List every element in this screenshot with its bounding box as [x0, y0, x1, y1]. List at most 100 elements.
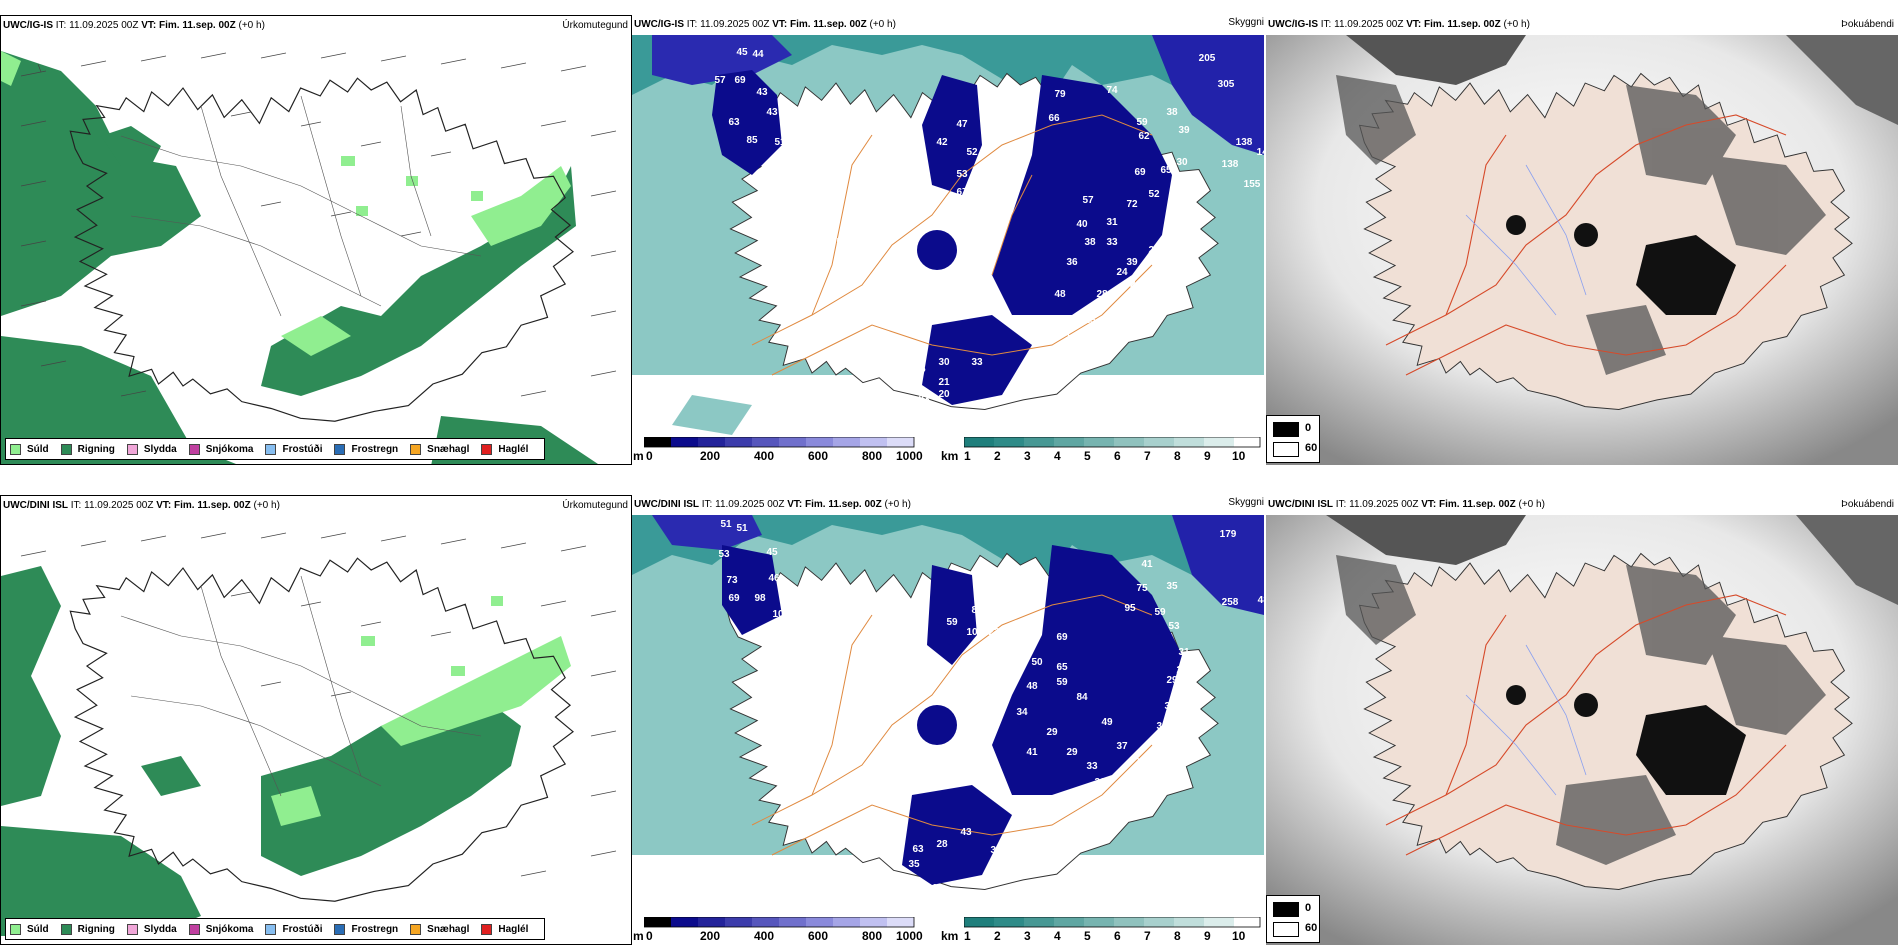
cloud-base-value: 34 [1016, 707, 1028, 718]
cloud-panel-row2: UWC/DINI ISL IT: 11.09.2025 00Z VT: Fim.… [632, 495, 1264, 945]
cloud-base-value: 29 [1166, 675, 1178, 686]
cloud-base-value: 179 [1220, 529, 1237, 540]
legend-swatch [126, 443, 138, 455]
panel-title: UWC/DINI ISL IT: 11.09.2025 00Z VT: Fim.… [634, 499, 911, 510]
legend-swatch [265, 443, 277, 455]
cloud-base-value: 69 [1134, 167, 1146, 178]
legend-item: Slydda [126, 443, 177, 455]
cloud-base-value: 57 [1082, 195, 1094, 206]
cloud-base-value: 32 [1124, 279, 1136, 290]
cloud-base-value: 48 [1054, 289, 1066, 300]
panel-variable-label: Skyggni [1228, 17, 1264, 28]
cloud-base-value: 75 [1136, 583, 1148, 594]
contours [120, 95, 482, 317]
cloud-base-value: 47 [956, 119, 968, 130]
cloud-map: 51 51 53 45 73 46 69 98 10 89 72 59 83 10 22 134 69 65 41 7… [632, 515, 1264, 935]
cloud-base-value: 33 [1086, 761, 1098, 772]
cloud-base-value: 51 [836, 237, 848, 248]
cloud-base-value: 72 [774, 643, 786, 654]
cloud-base-value: 35 [1166, 581, 1178, 592]
cloud-base-value: 44 [752, 49, 764, 60]
legend-item: Rigning [60, 923, 115, 935]
fog-dark-areas [1336, 555, 1826, 865]
wind-barbs [20, 52, 617, 397]
cloud-base-value: 50 [1031, 657, 1043, 668]
cloud-base-value: 31 [1106, 217, 1118, 228]
cloud-base-value: 62 [1138, 131, 1150, 142]
cloud-base-value: 95 [1124, 603, 1136, 614]
cloud-base-value: 30 [1164, 701, 1176, 712]
cloud-base-value: 26 [1134, 757, 1146, 768]
legend-swatch [410, 443, 422, 455]
fog-legend-swatch [1273, 902, 1299, 917]
drizzle-areas [271, 596, 571, 826]
cloud-base-value: 29 [1046, 727, 1058, 738]
legend-swatch [10, 443, 21, 455]
fog-legend-swatch [1273, 922, 1299, 937]
cloud-base-value: 73 [726, 575, 738, 586]
legend-item: Haglél [481, 443, 528, 455]
cloud-base-value: 21 [928, 893, 940, 904]
panel-title: UWC/IG-IS IT: 11.09.2025 00Z VT: Fim. 11… [1268, 19, 1530, 30]
wind-barbs [20, 532, 617, 877]
cloud-base-value: 40 [1076, 219, 1088, 230]
cloud-base-value: 33 [971, 357, 983, 368]
legend-item: Súld [10, 443, 49, 455]
cloud-base-value: 72 [1126, 199, 1138, 210]
roads [751, 114, 1153, 376]
panel-variable-label: Þokuábendi [1841, 499, 1894, 510]
cloud-base-value: 43 [960, 827, 972, 838]
cloud-base-value: 33 [1171, 239, 1183, 250]
cloud-base-value: 305 [1218, 79, 1235, 90]
cloud-base-value: 41 [1026, 747, 1038, 758]
cloud-base-value: 53 [718, 549, 730, 560]
cloud-base-value: 45 [736, 47, 748, 58]
cloud-base-value: 69 [728, 593, 740, 604]
cloud-base-value: 42 [936, 137, 948, 148]
legend-item: Haglél [481, 923, 528, 935]
cloud-base-value: 25 [1084, 315, 1096, 326]
cloud-base-value: 21 [938, 377, 950, 388]
fog-legend-swatch [1273, 442, 1299, 457]
legend-item: Súld [10, 923, 49, 935]
cloud-base-value: 59 [1136, 117, 1148, 128]
cloud-base-value: 69 [734, 75, 746, 86]
cloud-base-value: 59 [1154, 607, 1166, 618]
contours [120, 575, 482, 797]
fog-black-areas [1506, 215, 1736, 315]
legend-item: Frostúði [265, 923, 322, 935]
cloud-base-value: 53 [1168, 621, 1180, 632]
cloud-base-value: 33 [1106, 237, 1118, 248]
legend-item: Snjókoma [188, 923, 253, 935]
panel-variable-label: Úrkomutegund [562, 20, 628, 31]
fog-legend: 0 60 [1266, 415, 1320, 463]
precip-map [1, 51, 617, 464]
cloud-base-value: 89 [776, 627, 788, 638]
cloud-base-value: 21 [926, 883, 938, 894]
cloud-base-value: 27 [1148, 245, 1160, 256]
cloud-base-value: 19 [1066, 797, 1078, 808]
altitude-colorbar: m 0 200 400 600 800 1000 [632, 437, 938, 465]
legend-swatch [410, 923, 422, 935]
cloud-base-value: 34 [906, 895, 918, 906]
cloud-base-value: 34 [1156, 721, 1168, 732]
cloud-base-value: 138 [1236, 137, 1253, 148]
fog-panel-row2: UWC/DINI ISL IT: 11.09.2025 00Z VT: Fim.… [1266, 495, 1898, 945]
panel-title: UWC/IG-IS IT: 11.09.2025 00Z VT: Fim. 11… [634, 19, 896, 30]
cloud-base-value: 21 [1064, 333, 1076, 344]
legend-swatch [126, 923, 138, 935]
panel-title: UWC/DINI ISL IT: 11.09.2025 00Z VT: Fim.… [3, 500, 280, 511]
cloud-base-value: 69 [1056, 632, 1068, 643]
cloud-base-value: 30 [1176, 157, 1188, 168]
cloud-base-value: 205 [1199, 53, 1216, 64]
fog-roads [1385, 594, 1787, 856]
fog-map [1266, 515, 1898, 945]
legend-swatch [265, 923, 277, 935]
cloud-base-value: 34 [908, 909, 920, 920]
cloud-base-value: 35 [914, 364, 926, 375]
cloud-base-value: 26 [1181, 197, 1193, 208]
cloud-base-value: 34 [1166, 259, 1178, 270]
cloud-base-value: 58 [784, 167, 796, 178]
cloud-base-value: 59 [946, 617, 958, 628]
legend-swatch [188, 923, 200, 935]
